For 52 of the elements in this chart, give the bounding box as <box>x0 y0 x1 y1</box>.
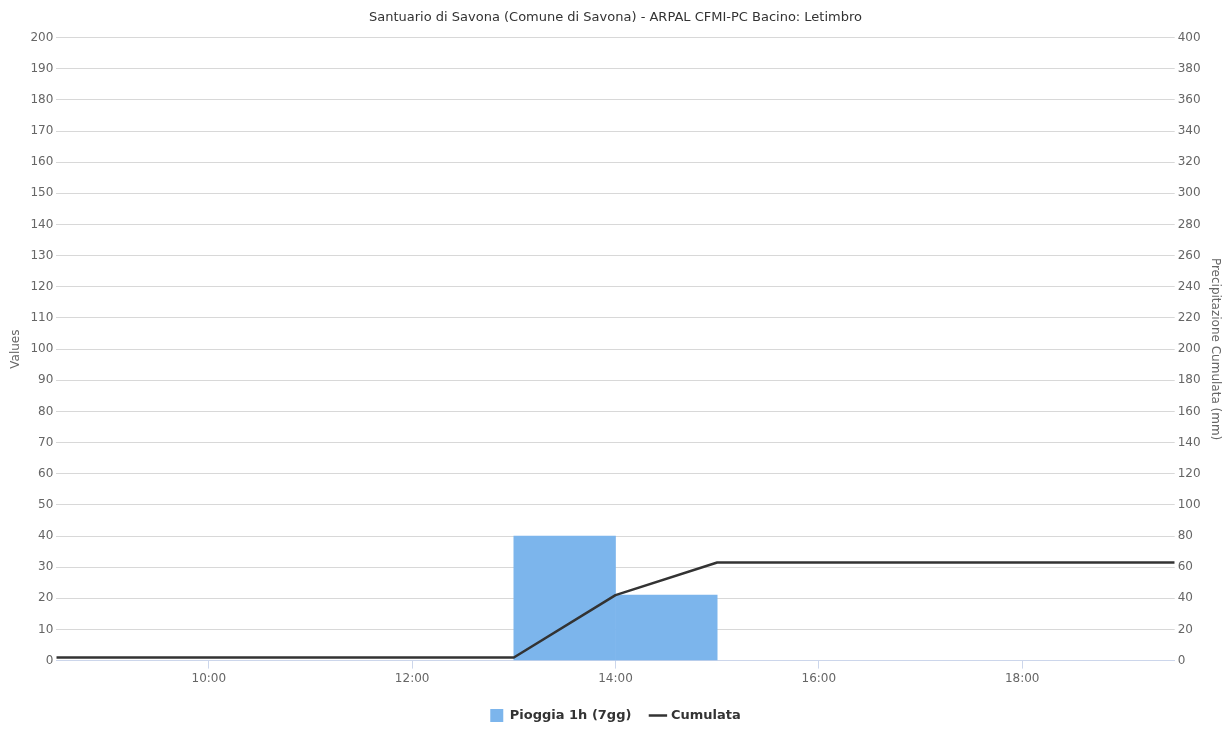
y-tick-label: 180 <box>30 92 54 107</box>
legend-label: Pioggia 1h (7gg) <box>509 706 632 722</box>
y-tick-label: 50 <box>38 496 54 511</box>
y-tick-label: 110 <box>30 310 54 325</box>
y2-tick-label: 200 <box>1177 341 1201 356</box>
y2-tick-label: 40 <box>1177 590 1193 605</box>
x-tick-label: 14:00 <box>598 670 633 685</box>
y2-tick-label: 380 <box>1177 60 1201 75</box>
y2-tick-label: 320 <box>1177 154 1201 169</box>
y2-tick-label: 300 <box>1177 185 1201 200</box>
y2-tick-label: 100 <box>1177 496 1201 511</box>
y-tick-label: 170 <box>30 123 54 138</box>
y-tick-label: 60 <box>38 465 54 480</box>
y2-tick-label: 20 <box>1177 621 1193 636</box>
y2-tick-label: 260 <box>1177 247 1201 262</box>
y-tick-label: 100 <box>30 341 54 356</box>
y2-tick-label: 120 <box>1177 465 1201 480</box>
y2-tick-label: 220 <box>1177 310 1201 325</box>
chart-title: Santuario di Savona (Comune di Savona) - ARPAL CFMI-PC Bacino: Letimbro <box>368 9 863 25</box>
y-tick-label: 190 <box>30 60 54 75</box>
y-tick-label: 160 <box>30 154 54 169</box>
y-tick-label: 200 <box>30 29 54 44</box>
y2-tick-label: 140 <box>1177 434 1201 449</box>
y-tick-label: 150 <box>30 185 54 200</box>
y-tick-label: 0 <box>45 652 54 667</box>
y2-tick-label: 280 <box>1177 216 1201 231</box>
y2-tick-label: 80 <box>1177 528 1193 543</box>
y-tick-label: 20 <box>38 590 54 605</box>
y-tick-label: 70 <box>38 434 54 449</box>
y2-tick-label: 60 <box>1177 559 1193 574</box>
y-tick-label: 40 <box>38 528 54 543</box>
y2-axis-title: Precipitazione Cumulata (mm) <box>1208 257 1223 441</box>
y2-tick-label: 340 <box>1177 123 1201 138</box>
x-tick-label: 10:00 <box>191 670 227 685</box>
x-tick-label: 18:00 <box>1004 670 1040 685</box>
y2-tick-label: 160 <box>1177 403 1201 418</box>
y-tick-label: 120 <box>30 278 54 293</box>
y-axis-title: Values <box>8 329 23 369</box>
y-tick-label: 10 <box>38 621 54 636</box>
x-tick-label: 12:00 <box>394 670 430 685</box>
legend-label: Cumulata <box>670 706 741 722</box>
y-tick-label: 80 <box>38 403 54 418</box>
y-tick-label: 130 <box>30 247 54 262</box>
y-tick-label: 30 <box>38 559 54 574</box>
y2-tick-label: 180 <box>1177 372 1201 387</box>
x-tick-label: 16:00 <box>801 670 837 685</box>
y2-tick-label: 240 <box>1177 278 1201 293</box>
y2-tick-label: 360 <box>1177 92 1201 107</box>
y2-tick-label: 0 <box>1177 652 1186 667</box>
y-tick-label: 90 <box>38 372 54 387</box>
y2-tick-label: 400 <box>1177 29 1201 44</box>
y-tick-label: 140 <box>30 216 54 231</box>
